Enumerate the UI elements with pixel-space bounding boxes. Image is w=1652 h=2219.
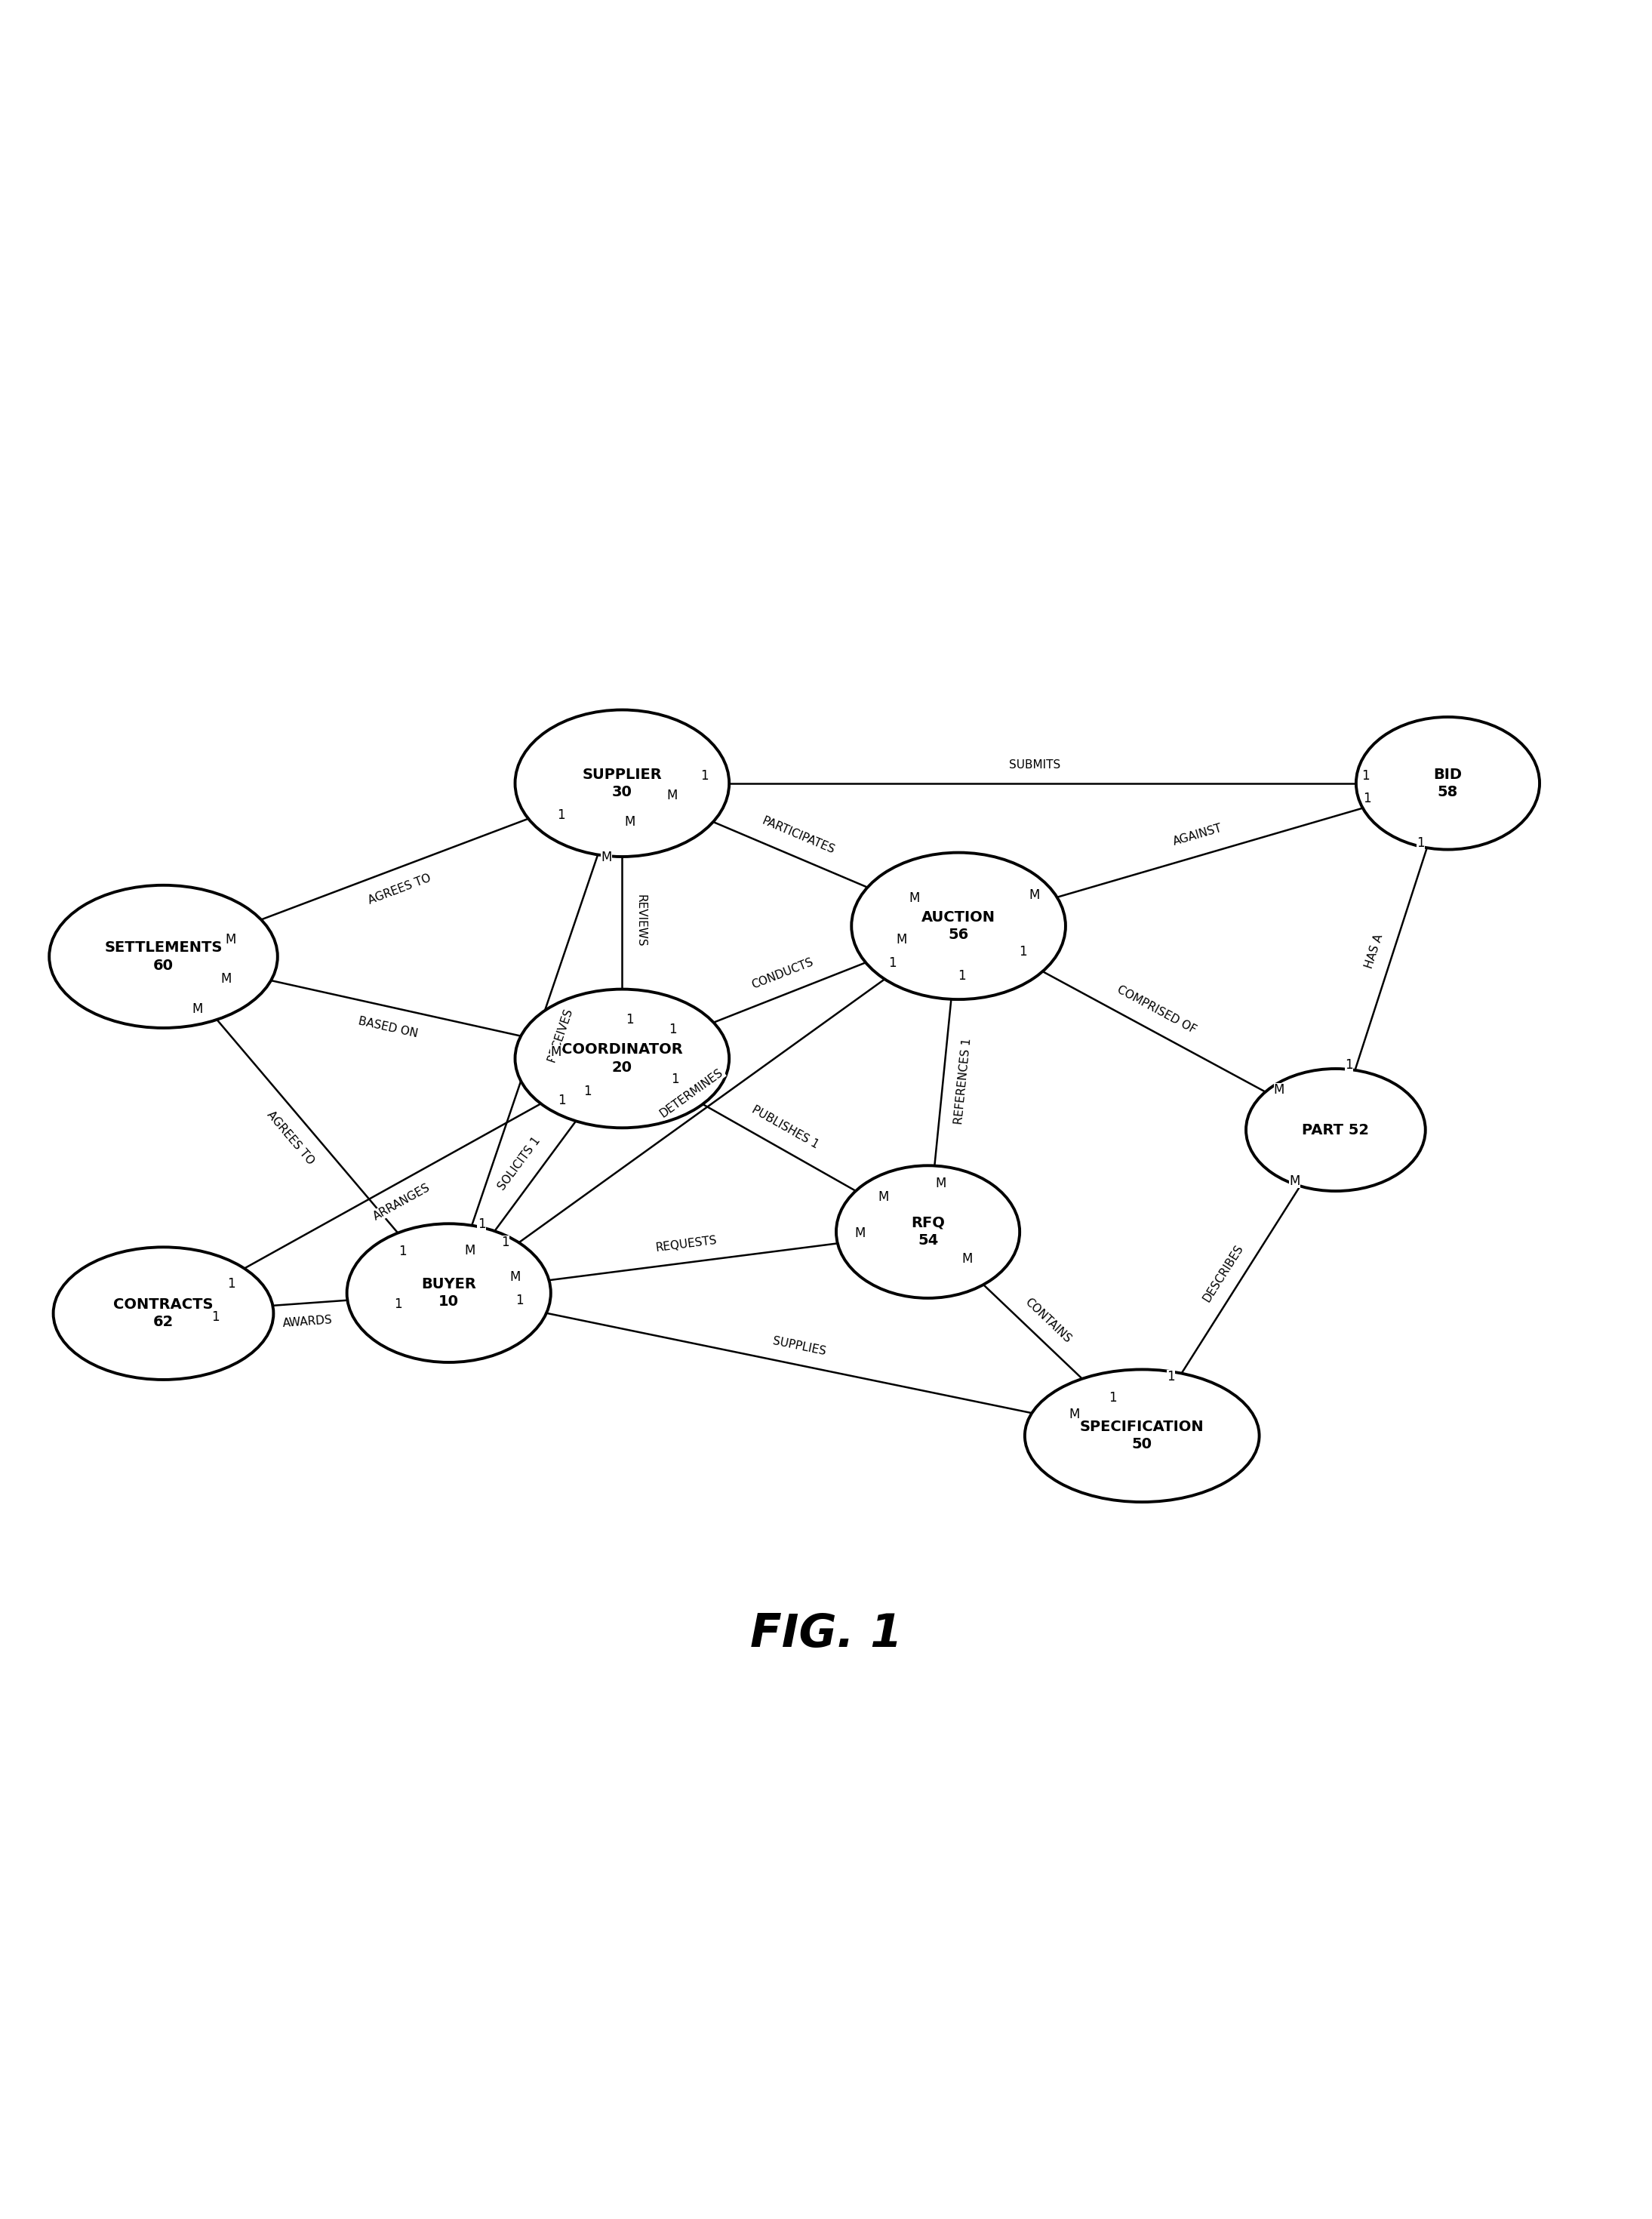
- Text: 1: 1: [477, 1218, 486, 1232]
- Text: AGREES TO: AGREES TO: [367, 872, 433, 905]
- Text: COORDINATOR
20: COORDINATOR 20: [562, 1043, 682, 1074]
- Text: M: M: [550, 1045, 562, 1058]
- Text: SUPPLIER
30: SUPPLIER 30: [582, 768, 662, 799]
- Text: 1: 1: [557, 1094, 565, 1107]
- Text: REVIEWS: REVIEWS: [634, 894, 646, 948]
- Text: PUBLISHES 1: PUBLISHES 1: [750, 1105, 821, 1152]
- Text: 1: 1: [393, 1298, 401, 1311]
- Text: SPECIFICATION
50: SPECIFICATION 50: [1080, 1420, 1204, 1451]
- Text: DETERMINES: DETERMINES: [657, 1067, 725, 1118]
- Text: 1: 1: [1345, 1058, 1353, 1072]
- Text: 1: 1: [501, 1236, 509, 1249]
- Text: 1: 1: [669, 1023, 677, 1036]
- Text: PART 52: PART 52: [1302, 1123, 1370, 1136]
- Text: M: M: [1274, 1083, 1285, 1096]
- Text: M: M: [961, 1252, 973, 1267]
- Ellipse shape: [515, 710, 729, 857]
- Ellipse shape: [1024, 1369, 1259, 1502]
- Text: M: M: [601, 850, 611, 865]
- Text: 1: 1: [889, 956, 897, 970]
- Text: 1: 1: [583, 1085, 591, 1098]
- Text: M: M: [192, 1003, 203, 1016]
- Text: M: M: [1289, 1174, 1300, 1187]
- Ellipse shape: [1246, 1070, 1426, 1192]
- Text: PARTICIPATES: PARTICIPATES: [760, 814, 836, 857]
- Text: 1: 1: [211, 1309, 220, 1325]
- Text: REFERENCES 1: REFERENCES 1: [953, 1036, 973, 1125]
- Text: AUCTION
56: AUCTION 56: [922, 910, 996, 943]
- Text: CONDUCTS: CONDUCTS: [750, 956, 816, 990]
- Text: BASED ON: BASED ON: [357, 1016, 420, 1038]
- Ellipse shape: [50, 885, 278, 1027]
- Text: 1: 1: [1108, 1391, 1117, 1405]
- Text: M: M: [877, 1189, 889, 1203]
- Text: 1: 1: [228, 1278, 235, 1291]
- Text: M: M: [909, 892, 920, 905]
- Text: CONTRACTS
62: CONTRACTS 62: [114, 1298, 213, 1329]
- Text: M: M: [854, 1227, 866, 1240]
- Text: 1: 1: [398, 1245, 406, 1258]
- Text: 1: 1: [515, 1294, 524, 1307]
- Text: M: M: [935, 1176, 947, 1192]
- Text: DESCRIBES: DESCRIBES: [1201, 1243, 1246, 1305]
- Ellipse shape: [851, 852, 1066, 999]
- Text: RECEIVES: RECEIVES: [545, 1007, 575, 1063]
- Ellipse shape: [515, 990, 729, 1127]
- Text: COMPRISED OF: COMPRISED OF: [1115, 983, 1198, 1036]
- Text: SUPPLIES: SUPPLIES: [771, 1336, 826, 1358]
- Text: RFQ
54: RFQ 54: [910, 1216, 945, 1247]
- Ellipse shape: [347, 1223, 550, 1362]
- Text: M: M: [667, 790, 677, 803]
- Text: 1: 1: [671, 1072, 679, 1085]
- Text: 1: 1: [1363, 792, 1371, 805]
- Text: ARRANGES: ARRANGES: [372, 1183, 433, 1223]
- Text: M: M: [1069, 1407, 1080, 1420]
- Text: M: M: [464, 1245, 476, 1258]
- Text: REQUESTS: REQUESTS: [654, 1234, 717, 1254]
- Ellipse shape: [836, 1165, 1019, 1298]
- Text: M: M: [1029, 888, 1041, 903]
- Text: 1: 1: [1166, 1369, 1175, 1385]
- Text: M: M: [509, 1269, 520, 1285]
- Text: M: M: [225, 934, 236, 948]
- Text: M: M: [624, 814, 634, 828]
- Ellipse shape: [1356, 717, 1540, 850]
- Text: SOLICITS 1: SOLICITS 1: [496, 1134, 542, 1192]
- Ellipse shape: [53, 1247, 274, 1380]
- Text: 1: 1: [1361, 770, 1370, 783]
- Text: CONTAINS: CONTAINS: [1023, 1296, 1072, 1345]
- Text: AGAINST: AGAINST: [1171, 823, 1224, 848]
- Text: FIG. 1: FIG. 1: [750, 1613, 902, 1658]
- Text: 1: 1: [557, 808, 565, 821]
- Text: SUBMITS: SUBMITS: [1009, 759, 1061, 770]
- Text: SETTLEMENTS
60: SETTLEMENTS 60: [104, 941, 223, 972]
- Text: 1: 1: [700, 770, 709, 783]
- Text: M: M: [897, 932, 907, 945]
- Text: 1: 1: [1417, 837, 1424, 850]
- Text: AGREES TO: AGREES TO: [264, 1110, 316, 1167]
- Text: AWARDS: AWARDS: [282, 1314, 332, 1329]
- Text: 1: 1: [958, 970, 966, 983]
- Text: BUYER
10: BUYER 10: [421, 1276, 476, 1309]
- Text: BID
58: BID 58: [1434, 768, 1462, 799]
- Text: HAS A: HAS A: [1363, 932, 1384, 970]
- Text: 1: 1: [1019, 945, 1028, 959]
- Text: M: M: [220, 972, 231, 985]
- Text: 1: 1: [626, 1014, 633, 1027]
